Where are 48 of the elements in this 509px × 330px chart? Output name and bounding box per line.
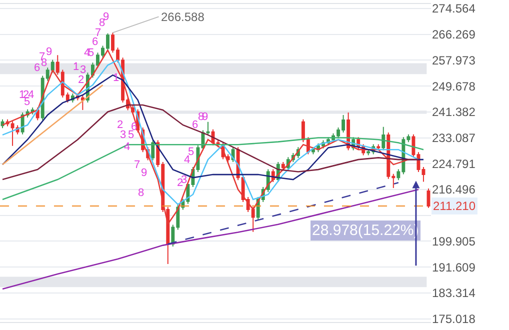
annotation: 2 (177, 177, 184, 189)
annotation: 4 (84, 47, 90, 59)
y-tick-label: 274.564 (432, 2, 476, 16)
annotation: 5 (188, 146, 194, 158)
annotation: 2 (117, 119, 124, 131)
annotation: 8 (41, 57, 48, 69)
annotation: 7 (95, 27, 102, 39)
y-tick-label: 199.905 (432, 234, 476, 248)
annotation: 4 (184, 154, 190, 166)
annotation: 1 (73, 61, 80, 73)
y-tick-label: 257.973 (432, 53, 476, 68)
candlestick (312, 146, 315, 155)
candlestick (281, 162, 285, 171)
annotation: 8 (99, 17, 106, 29)
annotation: 6 (92, 36, 98, 48)
candlestick (301, 118, 305, 143)
annotation: 9 (141, 167, 148, 179)
y-tick-label: 183.314 (432, 286, 476, 300)
y-tick-label: 216.496 (432, 182, 476, 197)
annotation: 6 (34, 62, 40, 74)
annotation: 9 (46, 46, 52, 58)
candlestick (426, 188, 430, 208)
y-tick-label: 175.018 (432, 312, 476, 326)
annotation: 5 (128, 129, 134, 141)
annotation: 5 (88, 47, 94, 59)
annotation: 266.588 (161, 10, 205, 24)
y-tick-label: 266.269 (432, 28, 476, 42)
y-tick-label: 191.609 (432, 260, 476, 274)
annotation: 3 (80, 64, 86, 76)
annotation: 4 (28, 89, 34, 101)
annotation: 6 (192, 119, 198, 131)
candlestick (382, 126, 386, 151)
y-tick-label: 241.382 (432, 105, 476, 120)
line-series (2, 137, 424, 200)
annotation: 7 (134, 159, 140, 171)
candlestick (151, 140, 155, 161)
ref-line-label: 211.210 (433, 199, 476, 213)
y-tick-label: 249.678 (432, 79, 476, 94)
candlestick (206, 121, 210, 136)
annotation: 8 (138, 187, 144, 199)
annotation: 3 (120, 129, 126, 141)
annotation: 3 (181, 174, 188, 186)
line-series (2, 59, 420, 206)
candlestick (422, 166, 426, 182)
annotation: 2 (78, 74, 84, 86)
annotation: 9 (103, 11, 110, 23)
y-tick-label: 233.087 (432, 130, 476, 145)
y-tick-label: 224.791 (432, 156, 476, 171)
